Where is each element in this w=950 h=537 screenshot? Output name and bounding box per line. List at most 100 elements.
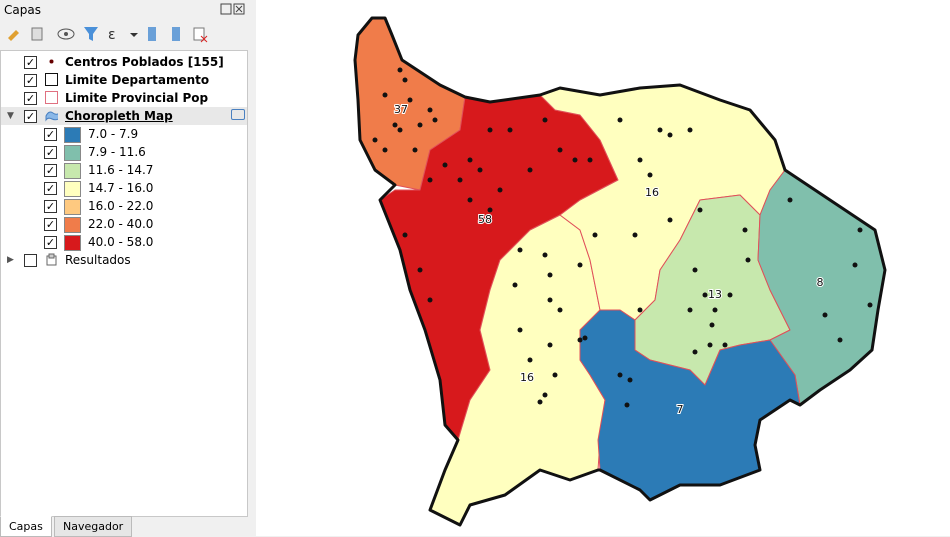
populated-center: [557, 147, 563, 153]
populated-center: [657, 127, 663, 133]
class-swatch: [64, 145, 81, 161]
populated-center: [557, 307, 563, 313]
populated-center: [517, 327, 523, 333]
checkbox[interactable]: ✓: [44, 128, 57, 141]
populated-center: [577, 262, 583, 268]
district-label: 8: [817, 276, 824, 289]
class-swatch: [64, 217, 81, 233]
expand-arrow[interactable]: ▶: [7, 255, 14, 265]
class-label: 22.0 - 40.0: [88, 217, 154, 231]
layer-row[interactable]: ✓ Limite Provincial Pop: [1, 89, 247, 107]
panel-title: Capas: [4, 3, 41, 17]
populated-center: [577, 337, 583, 343]
populated-center: [487, 127, 493, 133]
district-label: 13: [708, 288, 722, 301]
populated-center: [542, 252, 548, 258]
class-swatch: [64, 163, 81, 179]
populated-center: [457, 177, 463, 183]
populated-center: [707, 342, 713, 348]
populated-center: [647, 172, 653, 178]
layer-icon: [49, 59, 54, 64]
populated-center: [712, 307, 718, 313]
class-label: 40.0 - 58.0: [88, 235, 154, 249]
populated-center: [552, 372, 558, 378]
populated-center: [382, 147, 388, 153]
populated-center: [467, 197, 473, 203]
populated-center: [687, 127, 693, 133]
populated-center: [627, 377, 633, 383]
checkbox[interactable]: ✓: [24, 92, 37, 105]
district-label: 16: [520, 371, 534, 384]
populated-center: [697, 207, 703, 213]
layer-row[interactable]: ✓ Centros Poblados [155]: [1, 53, 247, 71]
class-swatch: [64, 199, 81, 215]
checkbox[interactable]: ✓: [44, 164, 57, 177]
populated-center: [432, 117, 438, 123]
class-swatch: [64, 127, 81, 143]
checkbox[interactable]: ✓: [44, 236, 57, 249]
layer-name: Limite Departamento: [65, 73, 210, 87]
populated-center: [407, 97, 413, 103]
class-label: 16.0 - 22.0: [88, 199, 154, 213]
populated-center: [497, 187, 503, 193]
populated-center: [427, 297, 433, 303]
populated-center: [507, 127, 513, 133]
toolbar[interactable]: ε: [6, 24, 216, 44]
tab[interactable]: Capas: [0, 516, 52, 537]
populated-center: [702, 292, 708, 298]
populated-center: [624, 402, 630, 408]
checkbox[interactable]: ✓: [24, 110, 37, 123]
map-canvas: 37 58 16 16 13 8 7: [256, 0, 950, 536]
layer-row[interactable]: ▼ ✓ Choropleth Map: [1, 107, 247, 125]
class-label: 11.6 - 14.7: [88, 163, 154, 177]
checkbox[interactable]: ✓: [44, 146, 57, 159]
layer-icon: [45, 111, 58, 122]
populated-center: [667, 132, 673, 138]
layer-row[interactable]: ▶ Resultados: [1, 251, 247, 269]
populated-center: [442, 162, 448, 168]
panel-buttons[interactable]: [220, 3, 246, 15]
expand-arrow[interactable]: ▼: [7, 111, 14, 121]
splitter[interactable]: [248, 0, 256, 536]
populated-center: [397, 127, 403, 133]
district-label: 7: [677, 403, 684, 416]
populated-center: [722, 342, 728, 348]
populated-center: [787, 197, 793, 203]
checkbox[interactable]: ✓: [24, 56, 37, 69]
populated-center: [572, 157, 578, 163]
populated-center: [547, 342, 553, 348]
svg-text:ε: ε: [108, 27, 116, 43]
layer-icon: [45, 91, 58, 104]
populated-center: [382, 92, 388, 98]
populated-center: [477, 167, 483, 173]
checkbox[interactable]: ✓: [44, 200, 57, 213]
checkbox[interactable]: ✓: [44, 218, 57, 231]
checkbox[interactable]: [24, 254, 37, 267]
populated-center: [582, 335, 588, 341]
populated-center: [402, 232, 408, 238]
checkbox[interactable]: ✓: [24, 74, 37, 87]
layer-tree: ✓ Centros Poblados [155] ✓ Limite Departame…: [0, 50, 248, 517]
populated-center: [517, 247, 523, 253]
populated-center: [372, 137, 378, 143]
populated-center: [592, 232, 598, 238]
layer-badge: [231, 109, 245, 120]
checkbox[interactable]: ✓: [44, 182, 57, 195]
populated-center: [587, 157, 593, 163]
populated-center: [745, 257, 751, 263]
layer-row[interactable]: ✓ Limite Departamento: [1, 71, 247, 89]
populated-center: [867, 302, 873, 308]
populated-center: [742, 227, 748, 233]
populated-center: [632, 232, 638, 238]
populated-center: [727, 292, 733, 298]
populated-center: [852, 262, 858, 268]
populated-center: [542, 117, 548, 123]
class-swatch: [64, 181, 81, 197]
populated-center: [687, 307, 693, 313]
tab[interactable]: Navegador: [54, 516, 133, 537]
populated-center: [467, 157, 473, 163]
populated-center: [709, 322, 715, 328]
populated-center: [857, 227, 863, 233]
layer-name: Limite Provincial Pop: [65, 91, 209, 105]
